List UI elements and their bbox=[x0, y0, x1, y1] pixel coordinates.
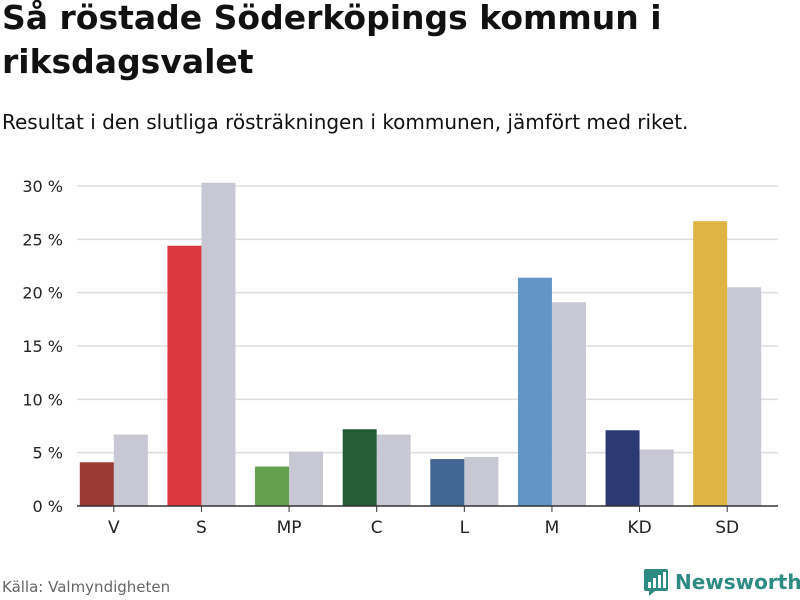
brand-logo: Newsworthy bbox=[643, 567, 800, 597]
bar-kommun-c bbox=[342, 429, 377, 506]
bar-kommun-l bbox=[430, 459, 465, 506]
bar-riket-l bbox=[464, 456, 499, 506]
bar-riket-sd bbox=[727, 287, 762, 506]
x-tick-label: V bbox=[108, 518, 120, 538]
bar-kommun-m bbox=[517, 277, 552, 506]
x-tick-label: C bbox=[371, 518, 383, 538]
y-tick-label: 25 % bbox=[22, 230, 63, 249]
chart-title: Så röstade Söderköpings kommun i riksdag… bbox=[2, 0, 662, 81]
bar-riket-v bbox=[113, 434, 148, 506]
x-tick-label: KD bbox=[627, 518, 651, 538]
brand-name: Newsworthy bbox=[675, 570, 800, 594]
y-tick-label: 20 % bbox=[22, 284, 63, 303]
x-tick-label: L bbox=[460, 518, 470, 538]
bar-kommun-v bbox=[79, 462, 114, 506]
y-tick-label: 15 % bbox=[22, 337, 63, 356]
x-tick-label: SD bbox=[715, 518, 739, 538]
x-tick-label: M bbox=[545, 518, 560, 538]
bar-chart: 0 % 5 % 10 % 15 % 20 % 25 % 30 % V S MP C L M KD SD bbox=[22, 177, 778, 538]
chart-subtitle: Resultat i den slutliga rösträkningen i … bbox=[2, 110, 689, 134]
y-tick-label: 10 % bbox=[22, 390, 63, 409]
y-tick-label: 5 % bbox=[33, 444, 63, 463]
bar-kommun-mp bbox=[255, 466, 290, 506]
y-tick-label: 0 % bbox=[33, 497, 63, 516]
bar-kommun-kd bbox=[605, 430, 640, 506]
newsworthy-logo-icon bbox=[644, 569, 668, 596]
source-note: Källa: Valmyndigheten bbox=[2, 578, 171, 596]
x-tick-label: S bbox=[196, 518, 207, 538]
y-tick-label: 30 % bbox=[22, 177, 63, 196]
bar-riket-m bbox=[551, 302, 586, 506]
bar-riket-s bbox=[201, 182, 236, 507]
bar-kommun-s bbox=[167, 245, 202, 506]
bar-riket-kd bbox=[639, 449, 674, 506]
x-tick-label: MP bbox=[277, 518, 302, 538]
bar-kommun-sd bbox=[693, 221, 728, 506]
bar-riket-c bbox=[376, 434, 411, 506]
bar-riket-mp bbox=[289, 451, 324, 506]
